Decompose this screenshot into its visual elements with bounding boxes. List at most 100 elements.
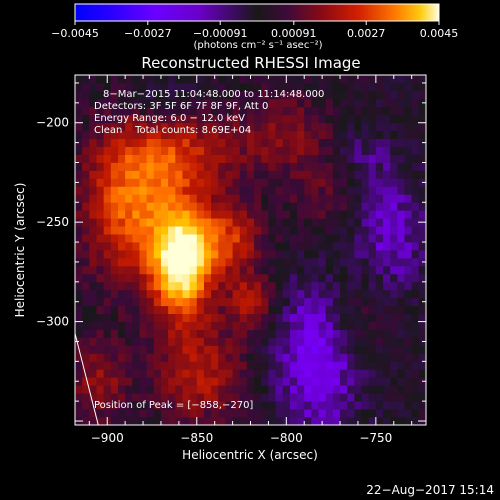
heatmap-cell (368, 202, 377, 211)
heatmap-cell (189, 146, 198, 155)
heatmap-cell (182, 377, 191, 386)
heatmap-cell (218, 106, 226, 116)
y-tick-label: −250 (36, 215, 69, 229)
heatmap-cell (268, 377, 276, 386)
heatmap-cell (82, 186, 90, 195)
heatmap-cell (82, 393, 90, 402)
heatmap-cell (82, 234, 90, 243)
heatmap-cell (383, 154, 391, 163)
heatmap-cell (289, 178, 298, 187)
heatmap-cell (375, 401, 384, 410)
heatmap-cell (146, 162, 155, 171)
heatmap-cell (297, 82, 305, 92)
heatmap-cell (390, 377, 398, 386)
heatmap-cell (368, 138, 377, 147)
heatmap-cell (146, 154, 155, 163)
heatmap-cell (282, 353, 291, 362)
heatmap-cell (268, 313, 276, 322)
heatmap-cell (397, 138, 405, 147)
heatmap-cell (411, 289, 420, 299)
heatmap-cell (297, 210, 305, 219)
heatmap-cell (153, 345, 162, 354)
heatmap-cell (175, 257, 183, 267)
heatmap-cell (261, 130, 269, 140)
heatmap-cell (139, 138, 148, 147)
heatmap-cell (189, 289, 198, 299)
heatmap-cell (289, 345, 298, 354)
heatmap-cell (211, 170, 219, 179)
heatmap-cell (361, 369, 370, 378)
heatmap-cell (125, 178, 133, 187)
heatmap-cell (332, 234, 341, 243)
heatmap-cell (361, 75, 370, 84)
heatmap-cell (254, 138, 262, 147)
heatmap-cell (375, 202, 384, 211)
heatmap-cell (340, 194, 348, 203)
heatmap-cell (332, 305, 341, 315)
heatmap-cell (96, 114, 105, 124)
heatmap-cell (325, 361, 334, 370)
heatmap-cell (89, 162, 97, 171)
heatmap-cell (361, 106, 370, 116)
heatmap-cell (261, 202, 269, 211)
heatmap-cell (239, 218, 248, 227)
heatmap-cell (390, 297, 398, 307)
heatmap-cell (246, 178, 255, 187)
heatmap-cell (117, 385, 126, 394)
heatmap-cell (196, 210, 205, 219)
heatmap-cell (268, 417, 276, 425)
heatmap-cell (383, 106, 391, 116)
heatmap-cell (153, 417, 162, 425)
heatmap-cell (132, 122, 140, 132)
heatmap-cell (297, 98, 305, 108)
heatmap-cell (325, 75, 334, 84)
heatmap-cell (239, 257, 248, 267)
heatmap-cell (332, 393, 341, 402)
heatmap-cell (304, 409, 312, 418)
heatmap-cell (404, 417, 413, 425)
heatmap-cell (203, 98, 212, 108)
heatmap-cell (354, 98, 362, 108)
heatmap-cell (325, 194, 334, 203)
heatmap-cell (282, 130, 291, 140)
heatmap-cell (347, 218, 355, 227)
heatmap-cell (361, 234, 370, 243)
heatmap-cell (318, 337, 327, 346)
heatmap-cell (218, 178, 226, 187)
heatmap-cell (125, 138, 133, 147)
heatmap-cell (383, 122, 391, 132)
heatmap-cell (182, 122, 191, 132)
heatmap-cell (203, 154, 212, 163)
heatmap-cell (361, 265, 370, 275)
heatmap-cell (103, 202, 112, 211)
heatmap-cell (347, 297, 355, 307)
heatmap-cell (146, 337, 155, 346)
heatmap-cell (332, 178, 341, 187)
heatmap-cell (225, 289, 233, 299)
heatmap-cell (125, 409, 133, 418)
heatmap-cell (211, 401, 219, 410)
heatmap-cell (297, 361, 305, 370)
heatmap-cell (404, 273, 413, 283)
heatmap-cell (275, 194, 284, 203)
heatmap-cell (318, 75, 327, 84)
heatmap-cell (340, 393, 348, 402)
heatmap-cell (347, 313, 355, 322)
heatmap-cell (289, 361, 298, 370)
heatmap-cell (196, 305, 205, 315)
heatmap-cell (103, 265, 112, 275)
heatmap-cell (189, 401, 198, 410)
heatmap-cell (82, 146, 90, 155)
heatmap-cell (246, 154, 255, 163)
heatmap-cell (239, 265, 248, 275)
heatmap-cell (347, 329, 355, 338)
heatmap-cell (354, 329, 362, 338)
heatmap-cell (340, 337, 348, 346)
heatmap-cell (397, 82, 405, 92)
heatmap-cell (110, 218, 119, 227)
heatmap-cell (325, 337, 334, 346)
heatmap-cell (132, 210, 140, 219)
heatmap-cell (275, 250, 284, 259)
heatmap-cell (289, 226, 298, 235)
heatmap-cell (218, 393, 226, 402)
